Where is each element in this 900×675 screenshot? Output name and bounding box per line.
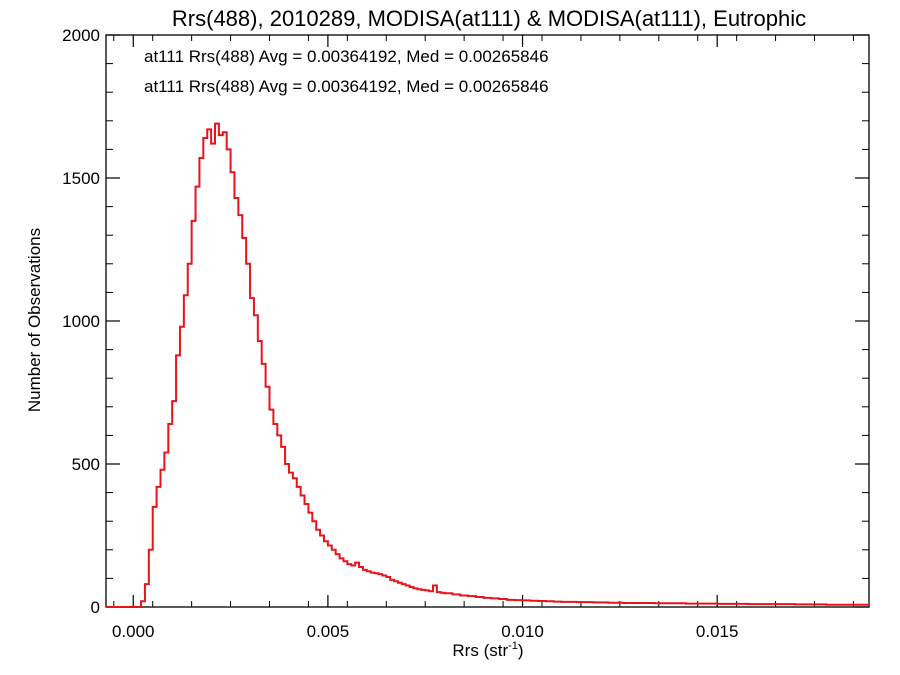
legend-entry-2: at111 Rrs(488) Avg = 0.00364192, Med = 0… [144, 77, 549, 96]
y-tick-label: 1000 [62, 312, 100, 331]
x-axis-label-close: ) [518, 641, 524, 660]
legend-entry-1: at111 Rrs(488) Avg = 0.00364192, Med = 0… [144, 47, 549, 66]
y-tick-label: 2000 [62, 26, 100, 45]
x-axis-label: Rrs (str-1) [452, 640, 523, 660]
y-tick-label: 500 [72, 455, 100, 474]
histogram-line [106, 122, 869, 608]
x-axis-label-superscript: -1 [508, 640, 518, 652]
y-tick-label: 0 [91, 598, 100, 617]
x-tick-label: 0.015 [696, 622, 739, 641]
x-axis-label-base: Rrs (str [452, 641, 508, 660]
y-axis-label: Number of Observations [25, 228, 44, 412]
x-tick-label: 0.000 [112, 622, 155, 641]
plot-frame [105, 34, 870, 608]
chart-title: Rrs(488), 2010289, MODISA(at111) & MODIS… [172, 6, 806, 31]
x-tick-label: 0.010 [501, 622, 544, 641]
y-tick-label: 1500 [62, 169, 100, 188]
axis-ticks: 0.000 0.005 0.010 0.015 0 500 1000 1500 2000 [62, 26, 869, 641]
x-tick-label: 0.005 [307, 622, 350, 641]
